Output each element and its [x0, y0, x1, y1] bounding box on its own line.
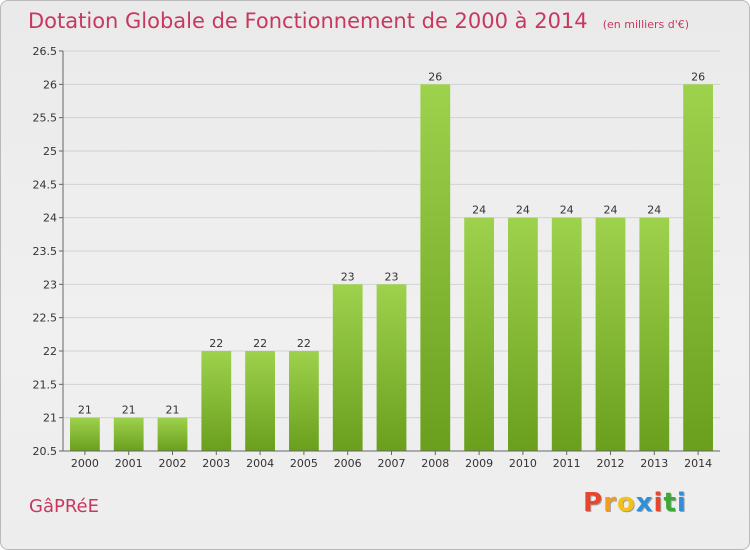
- bar-2007: [376, 284, 407, 451]
- bars: [70, 84, 713, 451]
- data-label-2009: 24: [472, 204, 486, 217]
- logo-letter: o: [616, 488, 636, 518]
- y-tick-label: 25: [43, 145, 57, 158]
- logo-letter: r: [603, 488, 617, 518]
- bar-2003: [201, 351, 232, 451]
- x-axis-ticks: 2000 2001 2002 2003 2004 2005 2006 2007 2008 2009…: [71, 451, 712, 470]
- x-tick-label: 2006: [334, 457, 362, 470]
- data-label-2010: 24: [516, 204, 530, 217]
- y-tick-label: 21.5: [33, 378, 58, 391]
- logo-letter: i: [653, 488, 664, 518]
- x-tick-label: 2012: [597, 457, 625, 470]
- y-tick-label: 20.5: [33, 445, 58, 458]
- y-tick-label: 25.5: [33, 112, 58, 125]
- y-tick-label: 23.5: [33, 245, 58, 258]
- bar-2010: [508, 217, 538, 451]
- x-tick-label: 2013: [640, 457, 668, 470]
- title-row: Dotation Globale de Fonctionnement de 20…: [28, 9, 689, 33]
- bar-2011: [551, 217, 582, 451]
- chart-title: Dotation Globale de Fonctionnement de 20…: [28, 9, 588, 33]
- bar-2004: [245, 351, 275, 451]
- y-tick-label: 24.5: [33, 178, 58, 191]
- bar-2014: [683, 84, 713, 451]
- y-axis-ticks: 20.5 21 21.5 22 22.5 23 23.5 24 24.5 25 25.5 26 26.5: [33, 45, 63, 458]
- x-tick-label: 2011: [553, 457, 581, 470]
- chart-subtitle: (en milliers d'€): [602, 18, 690, 31]
- x-tick-label: 2002: [159, 457, 187, 470]
- y-tick-label: 22.5: [33, 312, 58, 325]
- bar-2001: [113, 417, 144, 451]
- x-tick-label: 2000: [71, 457, 99, 470]
- logo-letter: P: [583, 488, 604, 518]
- y-tick-label: 21: [43, 412, 57, 425]
- data-label-2006: 23: [341, 270, 355, 283]
- value-labels: 21 21 21 22 22 22 23 23 26 24 24 24 24 24 26: [78, 70, 705, 416]
- data-label-2003: 22: [209, 337, 223, 350]
- axes: [62, 51, 720, 452]
- bar-2006: [332, 284, 363, 451]
- data-label-2011: 24: [560, 204, 574, 217]
- x-tick-label: 2007: [378, 457, 406, 470]
- data-label-2014: 26: [691, 70, 705, 83]
- x-tick-label: 2003: [202, 457, 230, 470]
- bar-2013: [639, 217, 670, 451]
- data-label-2001: 21: [122, 404, 136, 417]
- logo-letter: x: [635, 488, 654, 518]
- x-tick-label: 2009: [465, 457, 493, 470]
- proxiti-logo: Proxiti: [583, 488, 687, 518]
- logo-letter: i: [676, 488, 687, 518]
- bar-2000: [70, 417, 100, 451]
- data-label-2002: 21: [166, 404, 180, 417]
- y-tick-label: 23: [43, 278, 57, 291]
- data-label-2008: 26: [428, 70, 442, 83]
- logo-letter: t: [663, 488, 677, 518]
- x-tick-label: 2004: [246, 457, 274, 470]
- data-label-2000: 21: [78, 404, 92, 417]
- y-tick-label: 26: [43, 78, 57, 91]
- data-label-2007: 23: [385, 270, 399, 283]
- bar-2012: [595, 217, 626, 451]
- x-tick-label: 2010: [509, 457, 537, 470]
- data-label-2005: 22: [297, 337, 311, 350]
- data-label-2013: 24: [647, 204, 661, 217]
- data-label-2004: 22: [253, 337, 267, 350]
- place-name: GâPRéE: [29, 496, 99, 517]
- x-tick-label: 2008: [421, 457, 449, 470]
- x-tick-label: 2001: [115, 457, 143, 470]
- x-tick-label: 2014: [684, 457, 712, 470]
- y-tick-label: 24: [43, 212, 57, 225]
- data-label-2012: 24: [604, 204, 618, 217]
- bar-2009: [464, 217, 494, 451]
- y-tick-label: 22: [43, 345, 57, 358]
- bar-2008: [420, 84, 451, 451]
- x-tick-label: 2005: [290, 457, 318, 470]
- bar-2005: [289, 351, 319, 451]
- bar-2002: [157, 417, 188, 451]
- y-tick-label: 26.5: [33, 45, 58, 58]
